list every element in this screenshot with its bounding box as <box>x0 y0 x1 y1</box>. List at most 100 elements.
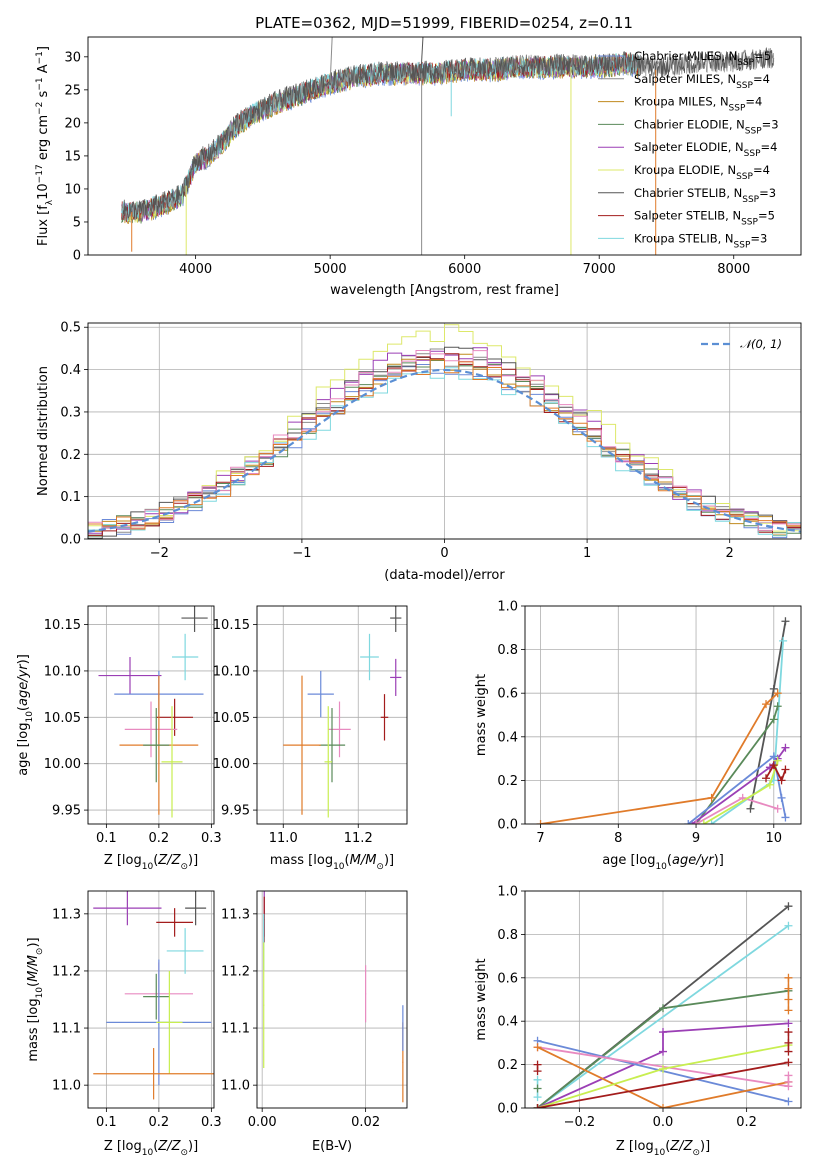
x-tick-label: −1 <box>292 546 311 561</box>
x-tick-label: 8 <box>614 831 622 846</box>
weight-marker <box>781 617 790 626</box>
y-tick-label: 11.2 <box>52 964 81 979</box>
x-tick-label: 2 <box>726 546 734 561</box>
y-tick-label: 25 <box>64 83 81 98</box>
y-tick-label: 0.6 <box>497 971 518 986</box>
legend-label: Chabrier STELIB, NSSP=3 <box>634 186 776 205</box>
y-axis-label: Normed distribution <box>36 366 51 496</box>
x-axis-label: wavelength [Angstrom, rest frame] <box>330 283 559 298</box>
x-tick-label: 0.1 <box>96 831 117 846</box>
y-tick-label: 0.3 <box>60 405 81 420</box>
plot-area <box>263 891 404 1103</box>
weight-marker <box>773 689 782 698</box>
weight-marker <box>699 820 708 824</box>
x-tick-label: 0.2 <box>149 831 170 846</box>
x-tick-label: 0.3 <box>201 1115 222 1130</box>
weight-marker <box>781 765 790 774</box>
x-tick-label: 9 <box>692 831 700 846</box>
axes-residuals: −2 −1 0 1 2 0.0 0.1 0.2 0.3 0.4 0.5 (data-model)/er… <box>36 321 802 583</box>
y-tick-label: 15 <box>64 149 81 164</box>
y-tick-label: 10.00 <box>44 757 81 772</box>
y-tick-label: 10.05 <box>44 711 81 726</box>
x-tick-label: 11.0 <box>269 831 298 846</box>
x-tick-label: 0.2 <box>736 1115 757 1130</box>
weight-marker <box>536 820 545 824</box>
y-tick-label: 0.0 <box>497 818 518 833</box>
y-tick-label: 9.95 <box>52 804 81 819</box>
weight-marker <box>707 820 716 824</box>
y-tick-label: 1.0 <box>497 885 518 900</box>
axes-frame <box>87 36 802 256</box>
axes-frame <box>256 605 408 825</box>
weight-marker <box>779 636 788 645</box>
spectrum-spike <box>420 37 424 74</box>
y-tick-label: 11.3 <box>221 907 250 922</box>
x-tick-label: 11.2 <box>344 831 373 846</box>
y-tick-label: 0.4 <box>60 363 81 378</box>
y-tick-label: 1.0 <box>497 600 518 615</box>
weight-marker <box>684 820 693 824</box>
weight-marker <box>769 684 778 693</box>
x-axis-label: Z [log10(Z/Z⊙)] <box>104 853 198 872</box>
weight-marker <box>777 776 786 785</box>
x-tick-label: 8000 <box>717 262 750 277</box>
y-tick-label: 0.5 <box>60 321 81 336</box>
y-tick-label: 20 <box>64 116 81 131</box>
legend-label: Kroupa STELIB, NSSP=3 <box>634 231 767 250</box>
x-tick-label: 0.0 <box>653 1115 674 1130</box>
weight-marker <box>762 774 771 783</box>
x-tick-label: 4000 <box>179 262 212 277</box>
axes-frame <box>256 890 408 1109</box>
x-tick-label: 7 <box>536 831 544 846</box>
y-tick-label: 0.2 <box>497 1058 518 1073</box>
x-axis-label: Z [log10(Z/Z⊙)] <box>616 1139 710 1158</box>
spectrum-spike <box>329 37 333 84</box>
y-tick-label: 10.10 <box>213 664 250 679</box>
weight-line <box>695 796 778 824</box>
weight-marker <box>533 1084 542 1093</box>
plot-area <box>283 606 402 818</box>
weight-marker <box>784 1058 793 1067</box>
y-tick-label: 10.10 <box>44 664 81 679</box>
axes-spectrum: 4000 5000 6000 7000 8000 0 5 10 15 20 25 30 waveleng… <box>35 36 802 298</box>
weight-marker <box>533 1104 542 1108</box>
axes-frame <box>87 605 215 825</box>
weight-line <box>537 1022 789 1108</box>
weight-marker <box>784 902 793 911</box>
plot-area <box>533 902 793 1108</box>
x-tick-label: 5000 <box>314 262 347 277</box>
weight-marker <box>659 1028 667 1037</box>
weight-marker <box>707 793 716 802</box>
plot-area <box>121 37 775 255</box>
spectrum-line <box>121 47 775 220</box>
y-tick-label: 0.0 <box>497 1102 518 1117</box>
y-tick-label: 10.05 <box>213 711 250 726</box>
y-tick-label: 30 <box>64 50 81 65</box>
y-tick-label: 0 <box>73 249 81 264</box>
y-axis-label: mass [log10(M/M⊙)] <box>26 937 45 1061</box>
weight-marker <box>659 1047 667 1056</box>
weight-marker <box>781 743 790 752</box>
legend-label: Salpeter ELODIE, NSSP=4 <box>634 140 777 159</box>
y-tick-label: 10.15 <box>213 618 250 633</box>
y-tick-label: 0.1 <box>60 490 81 505</box>
x-tick-label: 0.02 <box>351 1115 380 1130</box>
weight-marker <box>773 702 782 711</box>
weight-marker <box>784 1019 793 1028</box>
axes-frame <box>87 890 215 1109</box>
weight-marker <box>762 700 771 709</box>
y-tick-label: 11.3 <box>52 907 81 922</box>
weight-marker <box>746 804 755 813</box>
y-tick-label: 11.0 <box>52 1079 81 1094</box>
weight-marker <box>659 1104 667 1108</box>
y-tick-label: 0.4 <box>497 1015 518 1030</box>
legend: Chabrier MILES, NSSP=5 Salpeter MILES, NS… <box>598 49 779 250</box>
legend-label: Kroupa ELODIE, NSSP=4 <box>634 163 770 182</box>
x-tick-label: 0.2 <box>149 1115 170 1130</box>
y-tick-label: 11.1 <box>221 1022 250 1037</box>
spectrum-line <box>121 52 640 223</box>
y-axis-label: Flux [fλ10−17 erg cm−2 s−1 A−1] <box>35 46 55 246</box>
plot-area <box>536 617 790 824</box>
y-tick-label: 10.00 <box>213 757 250 772</box>
